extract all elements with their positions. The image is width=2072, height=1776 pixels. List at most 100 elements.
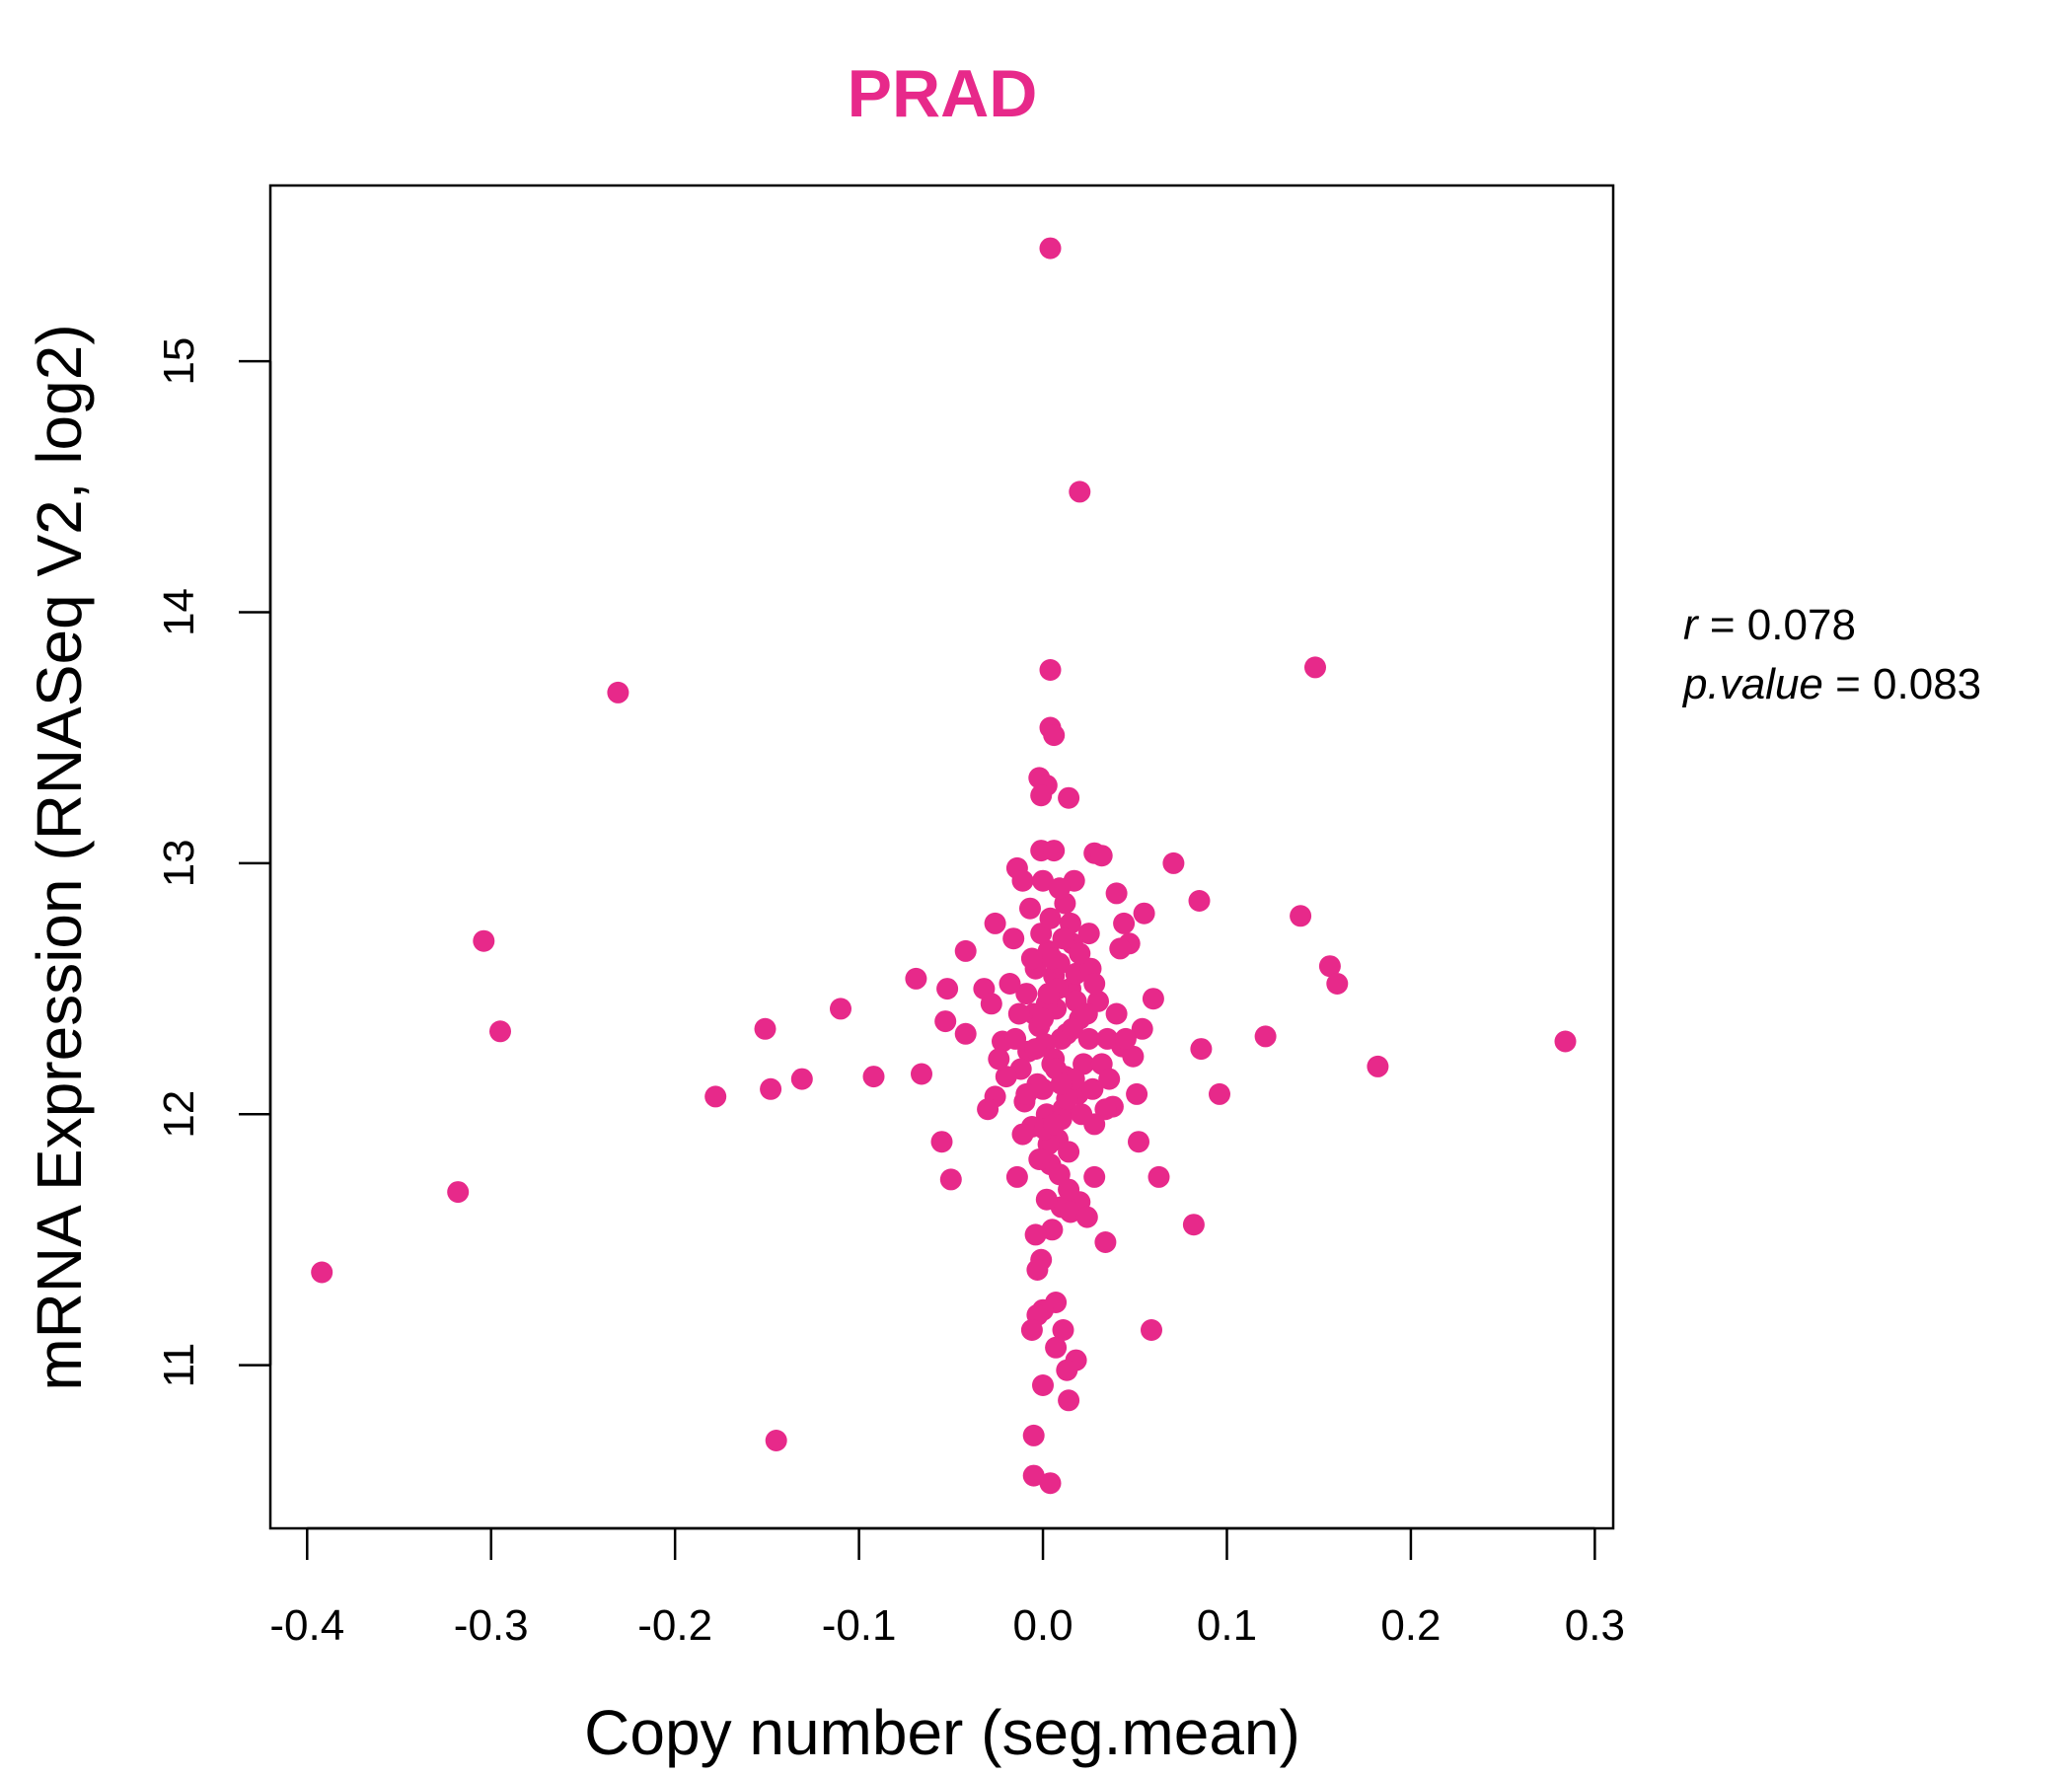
- data-point: [1060, 1201, 1081, 1223]
- data-point: [473, 929, 495, 952]
- data-point: [1056, 1359, 1078, 1381]
- data-point: [988, 1048, 1010, 1071]
- data-point: [1188, 890, 1211, 912]
- y-axis-label: mRNA Expression (RNASeq V2, log2): [24, 324, 95, 1390]
- data-point: [704, 1085, 727, 1108]
- data-point: [1039, 1472, 1062, 1495]
- x-tick-label: -0.4: [269, 1601, 344, 1650]
- data-point: [1024, 1223, 1047, 1246]
- x-tick-label: 0.0: [1012, 1601, 1073, 1650]
- data-point: [1094, 1231, 1117, 1253]
- data-point: [1077, 923, 1100, 945]
- data-point: [1367, 1055, 1389, 1077]
- data-point: [1026, 1259, 1049, 1281]
- data-point: [1081, 1077, 1104, 1100]
- data-point: [905, 967, 927, 990]
- data-point: [1113, 912, 1136, 934]
- data-point: [1041, 1219, 1064, 1241]
- data-point: [1141, 1319, 1162, 1341]
- x-tick-label: 0.2: [1380, 1601, 1441, 1650]
- data-point: [1022, 1424, 1045, 1446]
- data-point: [1015, 983, 1038, 1005]
- data-point: [1032, 869, 1054, 892]
- data-point: [1109, 937, 1132, 960]
- data-point: [1182, 1214, 1205, 1236]
- data-point: [1015, 1082, 1038, 1105]
- data-point: [1077, 1027, 1100, 1050]
- x-tick-label: 0.1: [1197, 1601, 1257, 1650]
- data-point: [1209, 1082, 1230, 1105]
- data-point: [1037, 983, 1060, 1005]
- data-point: [995, 1066, 1017, 1088]
- p-value: = 0.083: [1823, 660, 1981, 708]
- data-point: [1304, 656, 1326, 679]
- data-point: [489, 1020, 511, 1043]
- data-points: [311, 237, 1577, 1495]
- data-point: [1061, 1017, 1083, 1040]
- data-point: [1254, 1025, 1277, 1048]
- data-point: [911, 1063, 932, 1085]
- y-tick-label: 12: [155, 1090, 203, 1139]
- data-point: [1048, 877, 1071, 900]
- data-point: [311, 1261, 333, 1284]
- data-point: [790, 1068, 813, 1090]
- p-symbol: p.value: [1681, 660, 1823, 708]
- data-point: [1162, 851, 1185, 874]
- data-point: [977, 1098, 999, 1121]
- data-point: [1045, 1336, 1068, 1359]
- data-point: [1035, 1188, 1058, 1211]
- data-point: [1052, 927, 1074, 950]
- data-point: [1131, 1017, 1153, 1040]
- data-point: [1318, 955, 1341, 978]
- plot-frame: [268, 184, 1615, 1530]
- data-point: [1114, 1027, 1137, 1050]
- data-point: [607, 681, 629, 703]
- data-point: [760, 1077, 782, 1100]
- data-point: [954, 939, 977, 962]
- data-point: [1002, 927, 1025, 950]
- data-point: [754, 1017, 777, 1040]
- x-tick-label: -0.2: [637, 1601, 712, 1650]
- r-value: = 0.078: [1698, 601, 1856, 649]
- r-symbol: r: [1683, 601, 1700, 649]
- data-point: [1039, 907, 1062, 929]
- data-point: [1030, 784, 1053, 807]
- data-point: [1126, 1082, 1148, 1105]
- y-tick-label: 11: [155, 1343, 203, 1388]
- data-point: [1069, 481, 1091, 503]
- x-axis-label: Copy number (seg.mean): [584, 1697, 1300, 1768]
- data-point: [984, 912, 1006, 934]
- data-point: [1094, 1098, 1117, 1121]
- data-point: [1058, 1141, 1080, 1163]
- data-point: [765, 1430, 787, 1451]
- x-tick-label: 0.3: [1565, 1601, 1625, 1650]
- data-point: [934, 1010, 957, 1033]
- data-point: [1020, 1319, 1043, 1341]
- data-point: [1011, 869, 1034, 892]
- data-point: [1058, 1389, 1080, 1412]
- correlation-annotation: r = 0.078: [1683, 601, 1856, 649]
- y-tick-label: 15: [155, 337, 203, 386]
- data-point: [1043, 1113, 1066, 1136]
- data-point: [1043, 724, 1066, 747]
- data-point: [1122, 1045, 1145, 1068]
- data-point: [930, 1131, 953, 1153]
- data-point: [1105, 882, 1128, 905]
- data-point: [1007, 1002, 1030, 1025]
- data-point: [1554, 1030, 1577, 1053]
- data-point: [1069, 942, 1091, 965]
- data-point: [1005, 1165, 1028, 1188]
- data-point: [1147, 1165, 1170, 1188]
- data-point: [1133, 902, 1155, 925]
- data-point: [1128, 1131, 1149, 1153]
- data-point: [1096, 1027, 1119, 1050]
- data-point: [862, 1066, 885, 1088]
- data-point: [830, 998, 851, 1020]
- chart-title: PRAD: [848, 56, 1038, 131]
- data-point: [939, 1168, 962, 1191]
- data-point: [1090, 845, 1113, 867]
- data-point: [1050, 1073, 1073, 1095]
- data-point: [1083, 1165, 1106, 1188]
- data-point: [1011, 1123, 1034, 1146]
